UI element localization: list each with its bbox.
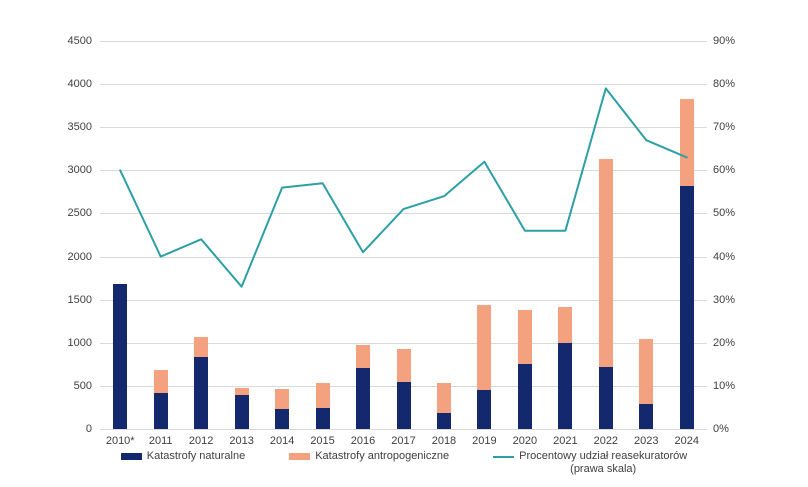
legend-label-reinsurers-share: Procentowy udział reasekuratorów (prawa … bbox=[519, 450, 688, 475]
bar-segment-anthropogenic-2022 bbox=[598, 159, 613, 367]
left-axis-tick-label: 3000 bbox=[67, 164, 92, 177]
gridline bbox=[100, 299, 707, 301]
x-axis-label: 2018 bbox=[431, 435, 457, 447]
x-axis-label: 2021 bbox=[553, 435, 578, 447]
bar-segment-anthropogenic-2011 bbox=[153, 369, 168, 393]
bar-segment-anthropogenic-2024 bbox=[679, 98, 694, 186]
bar-segment-natural-2016 bbox=[356, 367, 371, 429]
right-axis-tick-label: 30% bbox=[713, 293, 736, 306]
gridline bbox=[100, 84, 707, 86]
bar-segment-anthropogenic-2013 bbox=[234, 388, 249, 396]
bar-segment-natural-2020 bbox=[517, 364, 532, 429]
right-axis-tick-label: 10% bbox=[713, 379, 736, 392]
x-axis-label: 2010* bbox=[105, 435, 135, 447]
legend-label-anthropogenic: Katastrofy antropogeniczne bbox=[315, 450, 450, 462]
x-axis-label: 2024 bbox=[674, 435, 699, 447]
right-axis-tick-label: 80% bbox=[713, 78, 736, 91]
left-axis-tick-label: 500 bbox=[73, 379, 92, 392]
bar-segment-anthropogenic-2021 bbox=[558, 306, 573, 344]
right-axis-tick-label: 20% bbox=[713, 336, 736, 349]
bar-segment-natural-2017 bbox=[396, 381, 411, 429]
bar-segment-natural-2019 bbox=[477, 389, 492, 429]
right-axis-tick-label: 60% bbox=[713, 164, 736, 177]
bar-segment-anthropogenic-2017 bbox=[396, 348, 411, 382]
gridline bbox=[100, 41, 707, 42]
x-axis-label: 2019 bbox=[472, 435, 497, 447]
bar-segment-anthropogenic-2020 bbox=[517, 310, 532, 365]
bar-segment-natural-2012 bbox=[194, 357, 209, 429]
bar-segment-anthropogenic-2014 bbox=[275, 389, 290, 410]
legend-item-anthropogenic: Katastrofy antropogeniczne bbox=[289, 450, 449, 463]
legend: Katastrofy naturalne Katastrofy antropog… bbox=[0, 450, 808, 476]
bar-segment-natural-2021 bbox=[558, 343, 573, 429]
right-axis-tick-label: 90% bbox=[713, 35, 736, 47]
x-axis-label: 2015 bbox=[310, 435, 335, 447]
gridline bbox=[100, 342, 707, 344]
bar-segment-anthropogenic-2019 bbox=[477, 305, 492, 390]
x-axis-label: 2023 bbox=[634, 435, 659, 447]
left-axis-tick-label: 0 bbox=[85, 423, 92, 435]
bar-segment-natural-2013 bbox=[234, 395, 249, 429]
right-axis-tick-label: 0% bbox=[713, 423, 729, 435]
legend-item-reinsurers-share: Procentowy udział reasekuratorów (prawa … bbox=[493, 450, 687, 476]
left-axis-tick-label: 4000 bbox=[67, 78, 92, 91]
bar-segment-natural-2014 bbox=[275, 409, 290, 429]
gridline bbox=[100, 429, 707, 430]
left-axis-tick-label: 3500 bbox=[67, 121, 92, 134]
bar-segment-anthropogenic-2023 bbox=[639, 339, 654, 404]
right-axis-tick-label: 70% bbox=[713, 121, 736, 134]
gridline bbox=[100, 256, 707, 258]
legend-swatch-line bbox=[493, 456, 515, 458]
right-axis-tick-label: 50% bbox=[713, 207, 736, 220]
x-axis-label: 2013 bbox=[229, 435, 254, 447]
bar-segment-anthropogenic-2012 bbox=[194, 337, 209, 358]
gridline bbox=[100, 127, 707, 129]
x-axis-label: 2011 bbox=[148, 435, 173, 447]
gridline bbox=[100, 213, 707, 215]
bar-segment-anthropogenic-2016 bbox=[356, 344, 371, 368]
x-axis-label: 2022 bbox=[593, 435, 619, 447]
legend-label-natural: Katastrofy naturalne bbox=[146, 450, 246, 462]
plot-area bbox=[100, 41, 707, 430]
bar-segment-natural-2015 bbox=[315, 408, 330, 429]
right-axis-tick-label: 40% bbox=[713, 250, 736, 263]
bar-segment-natural-2018 bbox=[436, 413, 451, 429]
x-axis-label: 2017 bbox=[391, 435, 416, 447]
bar-segment-natural-2010 bbox=[113, 284, 128, 429]
left-axis-tick-label: 1000 bbox=[67, 336, 92, 349]
legend-swatch-natural bbox=[120, 453, 142, 460]
bar-segment-anthropogenic-2015 bbox=[315, 383, 330, 409]
left-axis-tick-label: 2500 bbox=[67, 207, 92, 220]
bar-segment-natural-2022 bbox=[598, 366, 613, 429]
gridline bbox=[100, 170, 707, 172]
bar-segment-natural-2011 bbox=[153, 392, 168, 429]
bar-segment-natural-2024 bbox=[679, 185, 694, 429]
left-axis-tick-label: 4500 bbox=[67, 35, 92, 47]
x-axis-label: 2020 bbox=[512, 435, 538, 447]
x-axis-label: 2012 bbox=[188, 435, 214, 447]
left-axis-tick-label: 2000 bbox=[67, 250, 92, 263]
x-axis-label: 2014 bbox=[269, 435, 295, 447]
reinsurers-share-line bbox=[119, 87, 688, 288]
left-axis-tick-label: 1500 bbox=[67, 293, 92, 306]
bar-segment-anthropogenic-2018 bbox=[436, 383, 451, 414]
bar-segment-natural-2023 bbox=[639, 403, 654, 429]
x-axis-label: 2016 bbox=[350, 435, 376, 447]
legend-item-natural: Katastrofy naturalne bbox=[120, 450, 246, 463]
legend-swatch-anthropogenic bbox=[289, 453, 311, 460]
